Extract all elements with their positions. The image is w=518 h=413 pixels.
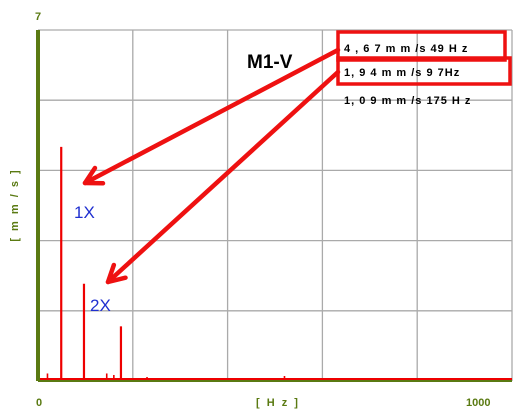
arrow-to-1x-head: [82, 165, 106, 186]
peak-marker-2x: 2X: [90, 296, 111, 315]
noise-floor: [38, 378, 512, 381]
spectrum-series: [38, 146, 512, 381]
chart-title: M1-V: [247, 52, 293, 73]
arrow-to-2x-head: [105, 262, 128, 285]
axes: [36, 30, 512, 382]
peak-value-label: 4 , 6 7 m m /s 49 H z: [344, 43, 468, 55]
arrow-to-1x: [82, 47, 341, 186]
x-tick-label-max: 1000: [466, 397, 490, 409]
y-axis-label: [ m m / s ]: [9, 168, 21, 241]
peak-annotations: 4 , 6 7 m m /s 49 H z 1, 9 4 m m /s 9 7Hz…: [74, 30, 512, 315]
peak-value-label: 1, 0 9 m m /s 175 H z: [344, 95, 471, 107]
y-tick-label-max: 7: [35, 11, 41, 23]
x-tick-label-min: 0: [36, 397, 42, 409]
peak-value-label: 1, 9 4 m m /s 9 7Hz: [344, 67, 460, 79]
x-axis-label: [ H z ]: [256, 397, 300, 409]
peak-highlight-box-1x: [336, 30, 507, 62]
arrow-to-2x: [105, 69, 341, 285]
peak-marker-1x: 1X: [74, 203, 95, 222]
